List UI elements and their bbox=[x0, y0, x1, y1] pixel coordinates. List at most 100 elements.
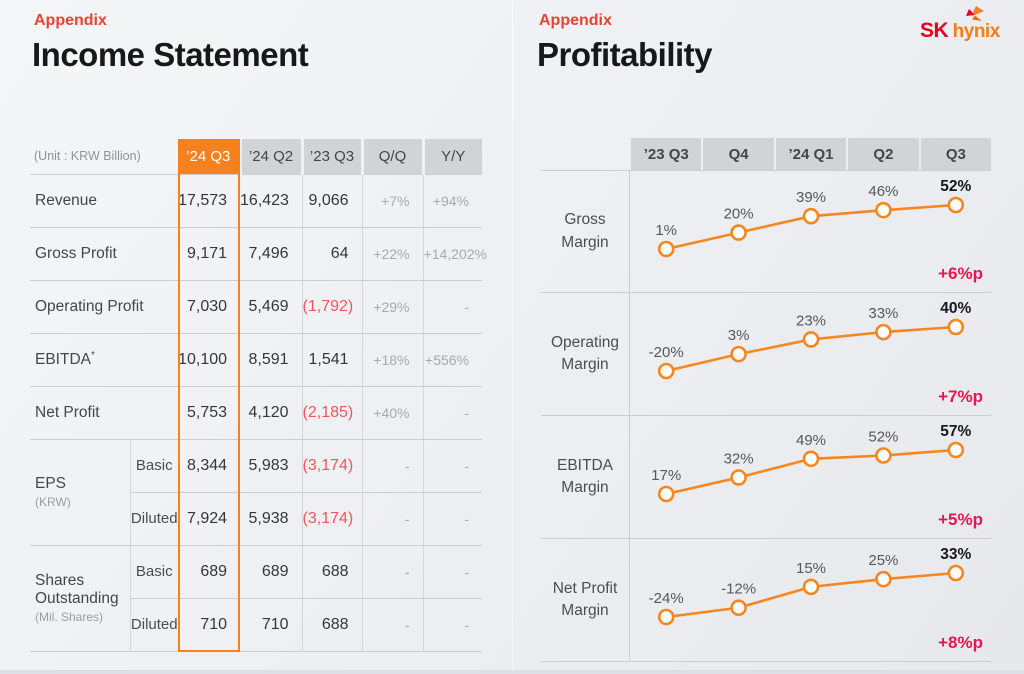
logo-hynix-text: hynix bbox=[952, 21, 1001, 42]
table-row: Shares Outstanding (Mil. Shares) Basic 689 6… bbox=[30, 545, 483, 652]
profitability-chart-rows: Gross Margin 1% 20% 39% 46% 52% +6%p Operating … bbox=[541, 170, 991, 662]
chart-row-label: Operating Margin bbox=[550, 333, 620, 373]
row-sublabel: Basic bbox=[129, 545, 179, 599]
qoq-delta-label: +7%p bbox=[938, 387, 983, 406]
table-cell: +18% bbox=[361, 333, 424, 387]
logo-sk-text: SK bbox=[920, 19, 949, 42]
table-cell: 64 bbox=[301, 227, 363, 281]
table-cell: 8,591 bbox=[240, 333, 303, 387]
qoq-delta-label: +6%p bbox=[938, 264, 983, 283]
margin-line-chart: -20% 3% 23% 33% 40% +7%p bbox=[629, 293, 991, 415]
chart-row-label: Gross Margin bbox=[561, 211, 609, 251]
row-label: Gross Profit bbox=[30, 227, 179, 281]
table-cell: 17,573 bbox=[178, 173, 241, 228]
row-label: Net Profit bbox=[30, 386, 179, 440]
sk-hynix-logo: SK hynix bbox=[920, 6, 1010, 44]
svg-text:-12%: -12% bbox=[721, 581, 756, 598]
svg-text:39%: 39% bbox=[796, 189, 826, 206]
chart-row: Operating Margin -20% 3% 23% 33% 40% +7%p bbox=[541, 293, 991, 416]
row-label: Operating Profit bbox=[30, 280, 179, 334]
table-cell: - bbox=[422, 280, 483, 334]
row-sublabel: Basic bbox=[129, 439, 179, 493]
table-cell: 710 bbox=[240, 598, 303, 652]
table-cell: 7,030 bbox=[178, 280, 241, 334]
chart-row: EBITDA Margin 17% 32% 49% 52% 57% +5%p bbox=[541, 416, 991, 539]
table-cell: (2,185) bbox=[301, 386, 363, 440]
svg-text:25%: 25% bbox=[868, 552, 898, 569]
svg-text:40%: 40% bbox=[940, 300, 971, 317]
table-cell: (3,174) bbox=[301, 492, 363, 546]
table-cell: - bbox=[422, 545, 483, 599]
chart-row-label: EBITDA Margin bbox=[557, 456, 613, 496]
row-label: EPS (KRW) bbox=[30, 439, 130, 546]
sk-hynix-butterfly-icon bbox=[966, 6, 984, 21]
svg-text:3%: 3% bbox=[728, 327, 750, 344]
unit-label: (Unit : KRW Billion) bbox=[34, 149, 141, 164]
table-cell: - bbox=[422, 386, 483, 440]
column-header-23q3: ’23 Q3 bbox=[300, 139, 363, 174]
profitability-chart-block: ’23 Q3 Q4’24 Q1 Q2 Q3 Gross Margin 1% 20% 39% 4… bbox=[541, 138, 992, 662]
row-sublabel: Diluted bbox=[129, 598, 179, 652]
svg-text:-20%: -20% bbox=[649, 344, 684, 361]
table-cell: 5,938 bbox=[240, 492, 303, 546]
chart-column-header: ’23 Q3 bbox=[631, 138, 702, 170]
table-cell: 4,120 bbox=[240, 386, 303, 440]
table-cell: 710 bbox=[178, 598, 241, 652]
line-chart-svg: 17% 32% 49% 52% 57% bbox=[651, 423, 972, 503]
chart-row-label: Net Profit Margin bbox=[552, 579, 618, 619]
income-statement-table-wrap: (Unit : KRW Billion) ’24 Q3 ’24 Q2 ’23 Q… bbox=[30, 139, 487, 652]
table-cell: 689 bbox=[240, 545, 303, 599]
svg-text:33%: 33% bbox=[940, 546, 971, 563]
profitability-panel: Appendix Profitability SK hynix ’23 Q3 Q4… bbox=[512, 0, 1024, 674]
row-label: EBITDA* bbox=[30, 333, 179, 387]
table-cell: 9,066 bbox=[301, 173, 363, 228]
table-cell: +40% bbox=[361, 386, 424, 440]
table-cell: 689 bbox=[178, 545, 241, 599]
column-header-yy: Y/Y bbox=[421, 139, 483, 174]
svg-text:-24%: -24% bbox=[649, 590, 684, 607]
svg-text:52%: 52% bbox=[940, 178, 971, 195]
table-cell: +22% bbox=[361, 227, 424, 281]
table-cell: 7,496 bbox=[240, 227, 303, 281]
svg-text:57%: 57% bbox=[940, 423, 971, 440]
table-row: Diluted 7,924 5,938 (3,174) - - bbox=[30, 492, 483, 546]
row-label: Shares Outstanding (Mil. Shares) bbox=[30, 545, 130, 652]
table-cell: 9,171 bbox=[178, 227, 241, 281]
table-cell: 688 bbox=[301, 598, 363, 652]
right-eyebrow: Appendix bbox=[539, 12, 612, 29]
table-row: Revenue 17,573 16,423 9,066 +7% +94% bbox=[30, 173, 483, 228]
table-cell: 5,753 bbox=[178, 386, 241, 440]
table-header-row: (Unit : KRW Billion) ’24 Q3 ’24 Q2 ’23 Q… bbox=[30, 139, 483, 174]
table-cell: - bbox=[361, 492, 424, 546]
line-chart-svg: -24% -12% 15% 25% 33% bbox=[649, 546, 972, 626]
table-cell: 16,423 bbox=[240, 173, 303, 228]
table-cell: - bbox=[361, 545, 424, 599]
line-chart-svg: 1% 20% 39% 46% 52% bbox=[655, 178, 972, 258]
column-header-qq: Q/Q bbox=[360, 139, 424, 174]
table-row: EPS (KRW) Basic 8,344 5,983 (3,174) - - bbox=[30, 439, 483, 546]
table-row: Net Profit 5,753 4,120 (2,185) +40% - bbox=[30, 386, 483, 440]
table-cell: - bbox=[422, 492, 483, 546]
table-cell: 8,344 bbox=[178, 439, 241, 493]
table-cell: - bbox=[422, 598, 483, 652]
table-cell: - bbox=[361, 439, 424, 493]
income-statement-panel: Appendix Income Statement (Unit : KRW Bi… bbox=[30, 12, 487, 652]
svg-text:49%: 49% bbox=[796, 432, 826, 449]
table-cell: (3,174) bbox=[301, 439, 363, 493]
qoq-delta-label: +8%p bbox=[938, 633, 983, 652]
table-row: EBITDA* 10,100 8,591 1,541 +18% +556% bbox=[30, 333, 483, 387]
slide-bottom-edge bbox=[0, 670, 1024, 674]
chart-row: Gross Margin 1% 20% 39% 46% 52% +6%p bbox=[541, 170, 991, 293]
table-cell: 1,541 bbox=[301, 333, 363, 387]
table-row: Gross Profit 9,171 7,496 64 +22% +14,202% bbox=[30, 227, 487, 281]
chart-column-headers: ’23 Q3 Q4’24 Q1 Q2 Q3 bbox=[541, 138, 992, 170]
margin-line-chart: 17% 32% 49% 52% 57% +5%p bbox=[629, 416, 991, 538]
svg-text:46%: 46% bbox=[868, 183, 898, 200]
svg-text:17%: 17% bbox=[651, 467, 681, 484]
row-label: Revenue bbox=[30, 173, 179, 228]
svg-text:52%: 52% bbox=[868, 429, 898, 446]
table-cell: (1,792) bbox=[301, 280, 363, 334]
column-header-24q2: ’24 Q2 bbox=[238, 139, 303, 174]
table-cell: 5,469 bbox=[240, 280, 303, 334]
income-statement-table: (Unit : KRW Billion) ’24 Q3 ’24 Q2 ’23 Q… bbox=[30, 139, 487, 652]
